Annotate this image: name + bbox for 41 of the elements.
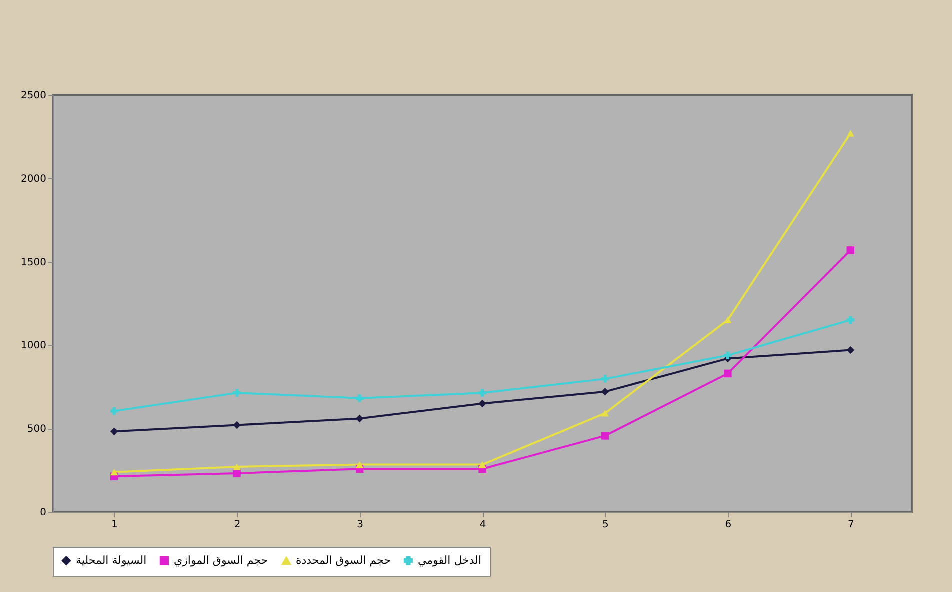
legend-label: حجم السوق المحددة bbox=[296, 554, 391, 568]
y-tick-label: 1000 bbox=[21, 340, 46, 352]
point bbox=[846, 316, 855, 324]
y-tick-label: 2000 bbox=[21, 174, 46, 185]
point bbox=[478, 461, 486, 468]
point bbox=[601, 410, 610, 417]
x-tick-label: 3 bbox=[357, 520, 364, 530]
point bbox=[233, 470, 241, 478]
point bbox=[846, 130, 855, 137]
point bbox=[233, 464, 241, 470]
point bbox=[110, 428, 118, 436]
x-tick-label: 1 bbox=[112, 520, 118, 530]
y-tick-label: 500 bbox=[27, 424, 46, 436]
point bbox=[478, 400, 486, 408]
x-tick-label: 2 bbox=[234, 520, 241, 530]
point bbox=[478, 389, 486, 397]
y-tick-label: 1500 bbox=[21, 257, 46, 268]
x-tick-label: 7 bbox=[848, 520, 854, 530]
legend-label: الدخل القومي bbox=[418, 554, 482, 567]
point bbox=[846, 246, 855, 254]
point bbox=[110, 468, 118, 476]
point bbox=[724, 316, 732, 324]
x-tick-label: 4 bbox=[480, 520, 486, 530]
point bbox=[233, 421, 241, 430]
point bbox=[233, 389, 241, 397]
point bbox=[601, 375, 610, 383]
point bbox=[601, 432, 610, 440]
legend-label: السيولة المحلية bbox=[76, 554, 147, 567]
point bbox=[356, 461, 364, 468]
point bbox=[724, 352, 732, 360]
y-tick-label: 2500 bbox=[21, 90, 46, 102]
y-tick-label: 0 bbox=[40, 508, 46, 518]
legend-label: حجم السوق الموازي bbox=[174, 554, 268, 567]
point bbox=[601, 388, 610, 396]
x-tick-label: 5 bbox=[602, 520, 609, 530]
point bbox=[846, 346, 855, 354]
x-tick-label: 6 bbox=[725, 520, 732, 530]
point bbox=[110, 407, 118, 416]
point bbox=[724, 370, 732, 378]
point bbox=[356, 414, 364, 423]
point bbox=[356, 394, 364, 402]
